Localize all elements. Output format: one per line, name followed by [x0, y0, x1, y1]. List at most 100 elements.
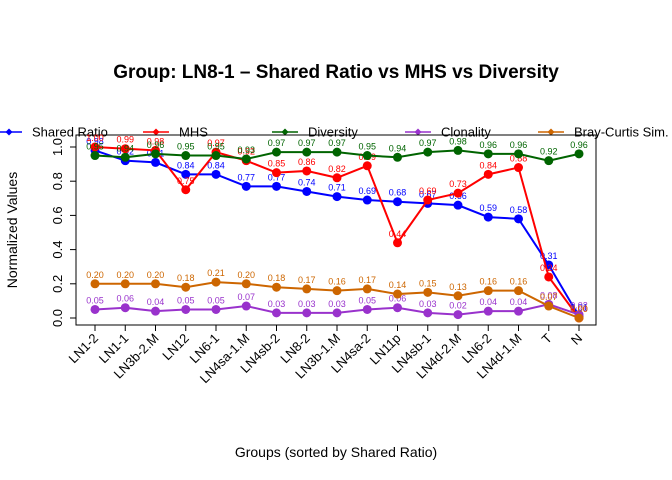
legend-swatch-marker	[152, 128, 160, 136]
data-label: 0.98	[449, 136, 467, 146]
data-label: 0.77	[237, 172, 255, 182]
data-label: 0.97	[268, 138, 286, 148]
data-point	[90, 304, 100, 314]
legend-label: Bray-Curtis Sim.	[574, 125, 669, 140]
data-label: 0.04	[479, 297, 497, 307]
y-tick-label: 1.0	[50, 138, 65, 156]
data-point	[362, 284, 372, 294]
data-point	[393, 238, 402, 248]
data-point	[181, 151, 191, 161]
y-axis-label: Normalized Values	[4, 172, 20, 288]
data-label: 0.84	[207, 160, 225, 170]
data-label: 0.99	[116, 135, 134, 145]
data-point	[302, 147, 312, 157]
data-point	[393, 197, 402, 207]
data-label: 0.05	[207, 295, 225, 305]
data-label: 1.00	[86, 133, 104, 143]
data-label: 0.04	[147, 297, 165, 307]
data-label: 0.58	[510, 205, 528, 215]
data-point	[393, 289, 402, 299]
data-label: 0.75	[177, 176, 195, 186]
legend: Shared Ratio MHS Diversity Clonality Bray-Cu…	[0, 125, 669, 140]
data-label: 0.88	[510, 154, 528, 164]
y-tick-label: 0.6	[50, 206, 65, 224]
data-label: 0.05	[358, 295, 376, 305]
data-label: 0.92	[540, 147, 558, 157]
data-label: 0.69	[419, 186, 437, 196]
data-label: 0.94	[389, 143, 407, 153]
legend-swatch-marker	[281, 128, 289, 136]
data-point	[211, 277, 221, 287]
data-point	[120, 152, 130, 162]
data-label: 0.17	[358, 275, 376, 285]
data-label: 0.18	[177, 273, 195, 283]
legend-swatch-marker	[414, 128, 422, 136]
data-point	[544, 156, 554, 166]
data-label: 0.74	[298, 177, 316, 187]
data-point	[483, 149, 493, 159]
series-mhs: 1.000.990.980.750.970.920.850.860.820.89…	[86, 133, 588, 323]
data-point	[302, 308, 312, 318]
data-label: 0.06	[389, 294, 407, 304]
data-label: 0.97	[298, 138, 316, 148]
data-point	[332, 147, 342, 157]
data-point	[211, 169, 221, 179]
data-label: 0.01	[570, 302, 588, 312]
data-label: 0.44	[389, 229, 407, 239]
data-point	[272, 168, 281, 178]
legend-item-clonality: Clonality	[405, 125, 491, 140]
data-label: 0.13	[449, 282, 467, 292]
data-label: 0.20	[147, 270, 165, 280]
chart-title: Group: LN8-1 – Shared Ratio vs MHS vs Di…	[113, 62, 559, 83]
data-point	[181, 185, 191, 195]
data-point	[423, 287, 433, 297]
data-label: 0.96	[570, 140, 588, 150]
data-point	[423, 147, 433, 157]
data-label: 0.08	[540, 290, 558, 300]
data-label: 0.03	[328, 299, 346, 309]
data-point	[211, 151, 221, 161]
data-label: 0.96	[510, 140, 528, 150]
data-label: 0.20	[237, 270, 255, 280]
data-point	[332, 192, 342, 202]
data-label: 0.06	[116, 294, 134, 304]
data-label: 0.03	[419, 299, 437, 309]
data-label: 0.17	[298, 275, 316, 285]
data-point	[574, 149, 584, 159]
data-label: 0.68	[389, 188, 407, 198]
data-point	[120, 279, 130, 289]
data-point	[453, 291, 463, 301]
data-label: 0.05	[177, 295, 195, 305]
y-tick-label: 0.0	[50, 309, 65, 327]
data-point	[120, 303, 130, 313]
data-label: 0.95	[358, 142, 376, 152]
data-point	[151, 157, 160, 167]
data-label: 0.97	[328, 138, 346, 148]
data-point	[302, 186, 312, 196]
x-tick-label: LN12	[159, 331, 192, 364]
data-point	[241, 154, 251, 164]
x-axis: LN1-2LN1-1LN3b-2.MLN12LN6-1LN4sa-1.MLN4s…	[65, 324, 585, 386]
data-point	[483, 306, 493, 316]
data-point	[393, 303, 402, 313]
legend-label: Shared Ratio	[32, 125, 108, 140]
data-label: 0.20	[86, 270, 104, 280]
data-label: 0.85	[268, 159, 286, 169]
data-label: 0.86	[298, 157, 316, 167]
legend-item-shared-ratio: Shared Ratio	[0, 125, 108, 140]
legend-swatch-marker	[547, 128, 555, 136]
data-label: 0.59	[479, 203, 497, 213]
data-point	[483, 169, 493, 179]
data-point	[574, 313, 584, 323]
data-point	[453, 145, 463, 155]
data-point	[483, 212, 493, 222]
data-point	[241, 301, 251, 311]
data-point	[272, 308, 281, 318]
data-label: 0.98	[86, 136, 104, 146]
data-label: 0.16	[479, 277, 497, 287]
data-point	[211, 304, 221, 314]
data-point	[241, 181, 251, 191]
data-point	[90, 142, 100, 152]
data-label: 0.97	[207, 138, 225, 148]
